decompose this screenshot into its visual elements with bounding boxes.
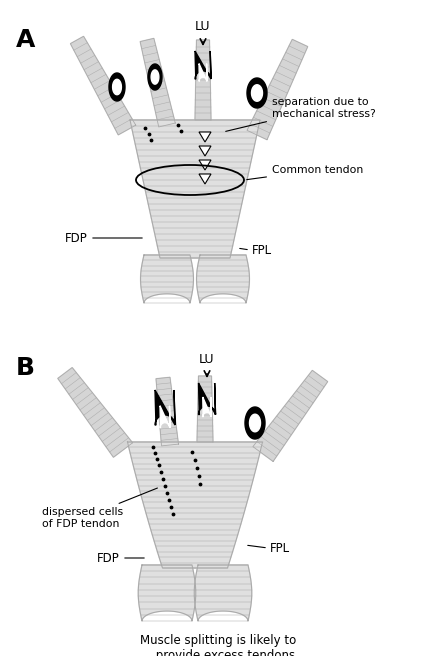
- Polygon shape: [197, 376, 213, 442]
- Polygon shape: [245, 407, 265, 439]
- Polygon shape: [160, 406, 170, 428]
- Polygon shape: [70, 36, 136, 135]
- Text: dispersed cells
of FDP tendon: dispersed cells of FDP tendon: [42, 488, 158, 529]
- Polygon shape: [141, 255, 194, 303]
- Polygon shape: [199, 160, 211, 170]
- Polygon shape: [148, 64, 162, 90]
- Text: FPL: FPL: [270, 541, 290, 554]
- Polygon shape: [199, 146, 211, 156]
- Polygon shape: [199, 64, 207, 81]
- Text: LU: LU: [195, 20, 211, 33]
- Text: A: A: [16, 28, 36, 52]
- Text: FDP: FDP: [97, 552, 120, 565]
- Polygon shape: [195, 40, 211, 120]
- Polygon shape: [198, 383, 216, 415]
- Polygon shape: [203, 397, 211, 417]
- Polygon shape: [155, 390, 175, 425]
- Polygon shape: [199, 132, 211, 142]
- Polygon shape: [128, 442, 263, 568]
- Text: LU: LU: [199, 353, 215, 366]
- Polygon shape: [109, 73, 125, 101]
- Polygon shape: [130, 120, 260, 258]
- Polygon shape: [58, 367, 132, 457]
- Text: Muscle splitting is likely to
     provide excess tendons.: Muscle splitting is likely to provide ex…: [137, 634, 299, 656]
- Text: B: B: [16, 356, 35, 380]
- Polygon shape: [253, 371, 328, 461]
- Polygon shape: [247, 78, 267, 108]
- Polygon shape: [195, 51, 211, 79]
- Text: separation due to
mechanical stress?: separation due to mechanical stress?: [226, 97, 376, 131]
- Polygon shape: [112, 79, 122, 94]
- Polygon shape: [252, 85, 263, 101]
- Polygon shape: [247, 39, 308, 140]
- Polygon shape: [250, 414, 260, 432]
- Polygon shape: [156, 377, 178, 446]
- Polygon shape: [199, 174, 211, 184]
- Polygon shape: [138, 565, 196, 621]
- Polygon shape: [194, 565, 252, 621]
- Text: Common tendon: Common tendon: [247, 165, 363, 180]
- Polygon shape: [151, 70, 159, 84]
- Polygon shape: [140, 39, 175, 127]
- Text: FDP: FDP: [65, 232, 88, 245]
- Text: FPL: FPL: [252, 243, 272, 256]
- Polygon shape: [197, 255, 250, 303]
